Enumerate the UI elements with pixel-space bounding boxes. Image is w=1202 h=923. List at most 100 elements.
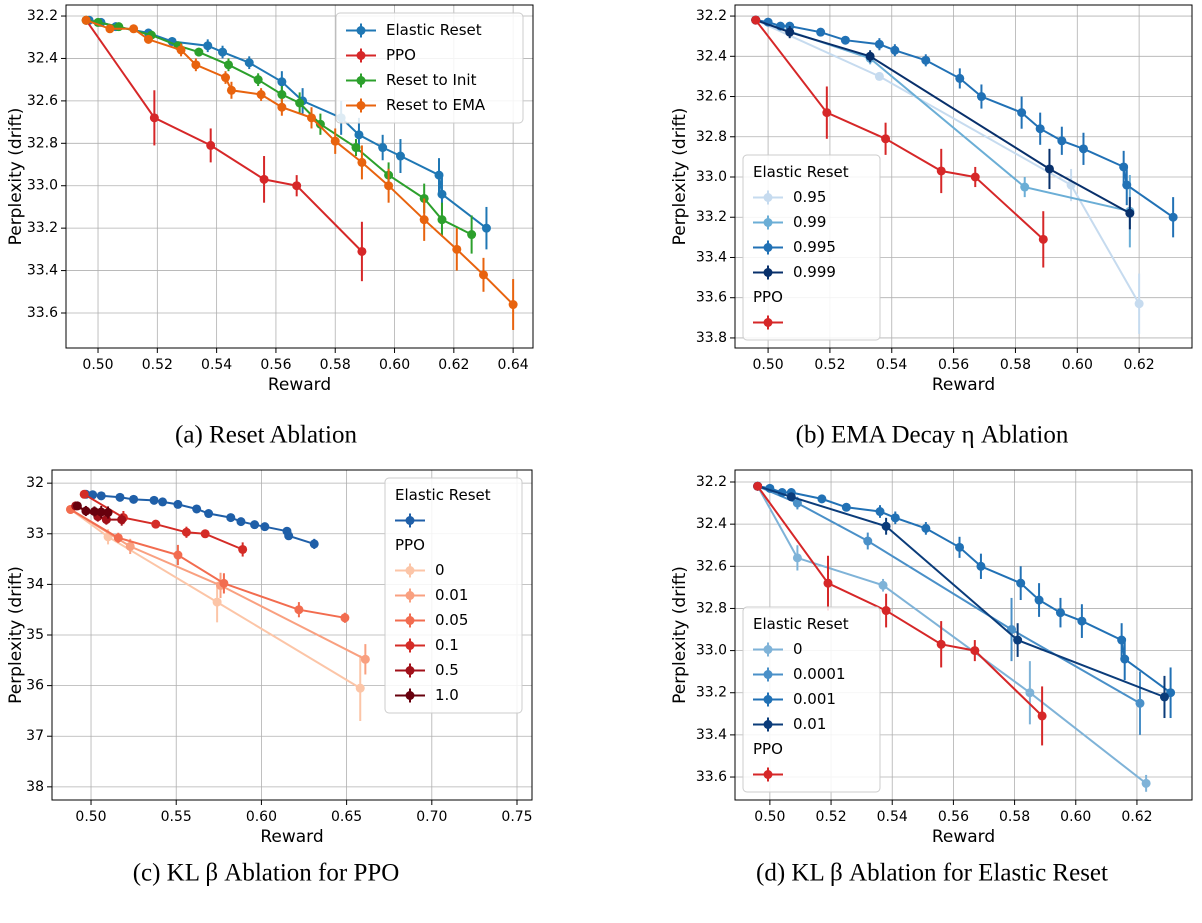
legend-swatch — [405, 691, 415, 700]
legend-swatch — [763, 720, 773, 729]
point — [223, 60, 233, 70]
point — [841, 502, 851, 512]
y-tick-label: 32.2 — [696, 8, 727, 24]
point — [295, 98, 305, 108]
point — [294, 605, 304, 615]
series-line — [70, 508, 346, 619]
point — [244, 58, 254, 68]
point — [786, 492, 796, 502]
x-axis-label: Reward — [268, 375, 331, 395]
legend-swatch — [763, 770, 773, 779]
y-tick-label: 38 — [26, 779, 44, 795]
point — [508, 300, 518, 310]
point — [309, 539, 319, 549]
point — [117, 515, 127, 525]
point — [751, 15, 761, 25]
point — [259, 174, 269, 184]
x-tick-label: 0.70 — [416, 809, 447, 825]
legend-swatch — [356, 51, 366, 60]
legend-swatch — [763, 318, 773, 327]
point — [437, 215, 447, 225]
legend-label: 0.95 — [793, 188, 826, 206]
legend-label: 0.999 — [793, 263, 836, 281]
point — [1044, 164, 1054, 174]
point — [89, 507, 99, 517]
y-tick-label: 32 — [26, 475, 44, 491]
legend-swatch — [763, 193, 773, 202]
plot-frame — [734, 4, 1193, 349]
point — [378, 143, 388, 153]
legend-swatch — [405, 566, 415, 575]
legend-label: 0 — [793, 640, 803, 658]
point — [865, 51, 875, 61]
point — [1122, 180, 1132, 190]
point — [200, 529, 210, 539]
point — [840, 35, 850, 45]
plot-frame — [51, 469, 533, 801]
point — [226, 513, 236, 523]
point — [203, 41, 213, 51]
legend-frame — [335, 12, 524, 124]
point — [81, 15, 91, 25]
legend-frame — [742, 606, 881, 793]
point — [253, 75, 263, 85]
point — [113, 533, 123, 543]
x-tick-label: 0.54 — [201, 357, 232, 373]
point — [277, 90, 287, 100]
y-tick-label: 32.2 — [696, 474, 727, 490]
point — [194, 47, 204, 57]
legend-group: Elastic Reset — [395, 486, 491, 504]
point — [212, 597, 222, 607]
y-tick-label: 33.4 — [696, 249, 727, 265]
point — [816, 27, 826, 37]
caption: (d) KL β Ablation for Elastic Reset — [756, 860, 1108, 887]
y-tick-label: 33.0 — [27, 178, 58, 194]
x-tick-label: 0.54 — [876, 357, 907, 373]
y-axis-label: Perplexity (drift) — [6, 566, 26, 704]
y-axis-label: Perplexity (drift) — [6, 108, 26, 246]
point — [181, 527, 191, 537]
point — [173, 499, 183, 509]
point — [921, 523, 931, 533]
x-tick-label: 0.56 — [938, 809, 969, 825]
point — [1016, 578, 1026, 588]
legend-frame — [742, 154, 881, 341]
panel: 0.50 0.52 0.54 0.56 0.58 0.60 0.62 32.2 32.4 32.6… — [670, 469, 1193, 887]
legend-label: Elastic Reset — [386, 21, 482, 39]
legend-label: Reset to Init — [386, 71, 477, 89]
point — [360, 654, 370, 664]
point — [115, 492, 125, 502]
x-axis-label: Reward — [932, 375, 995, 395]
point — [149, 495, 159, 505]
point — [1159, 692, 1169, 702]
legend-group: PPO — [753, 288, 783, 306]
legend-group: Elastic Reset — [753, 163, 849, 181]
point — [340, 613, 350, 623]
point — [921, 55, 931, 65]
legend-swatch — [763, 243, 773, 252]
legend-label: Reset to EMA — [386, 96, 486, 114]
legend-swatch — [405, 516, 415, 525]
point — [823, 578, 833, 588]
x-tick-label: 0.60 — [1060, 809, 1091, 825]
point — [863, 536, 873, 546]
caption: (c) KL β Ablation for PPO — [133, 860, 400, 887]
point — [218, 47, 228, 57]
point — [250, 520, 260, 530]
point — [1017, 108, 1027, 118]
y-tick-label: 33.0 — [696, 643, 727, 659]
point — [238, 544, 248, 554]
x-tick-label: 0.50 — [82, 357, 113, 373]
point — [878, 580, 888, 590]
point — [191, 60, 201, 70]
caption: (b) EMA Decay η Ablation — [796, 422, 1069, 449]
point — [357, 246, 367, 256]
point — [481, 223, 491, 233]
point — [970, 646, 980, 656]
point — [792, 553, 802, 563]
series-line — [83, 493, 244, 551]
point — [881, 521, 891, 531]
point — [221, 73, 231, 83]
legend-label: 0.1 — [435, 636, 459, 654]
plot-frame — [734, 469, 1193, 801]
